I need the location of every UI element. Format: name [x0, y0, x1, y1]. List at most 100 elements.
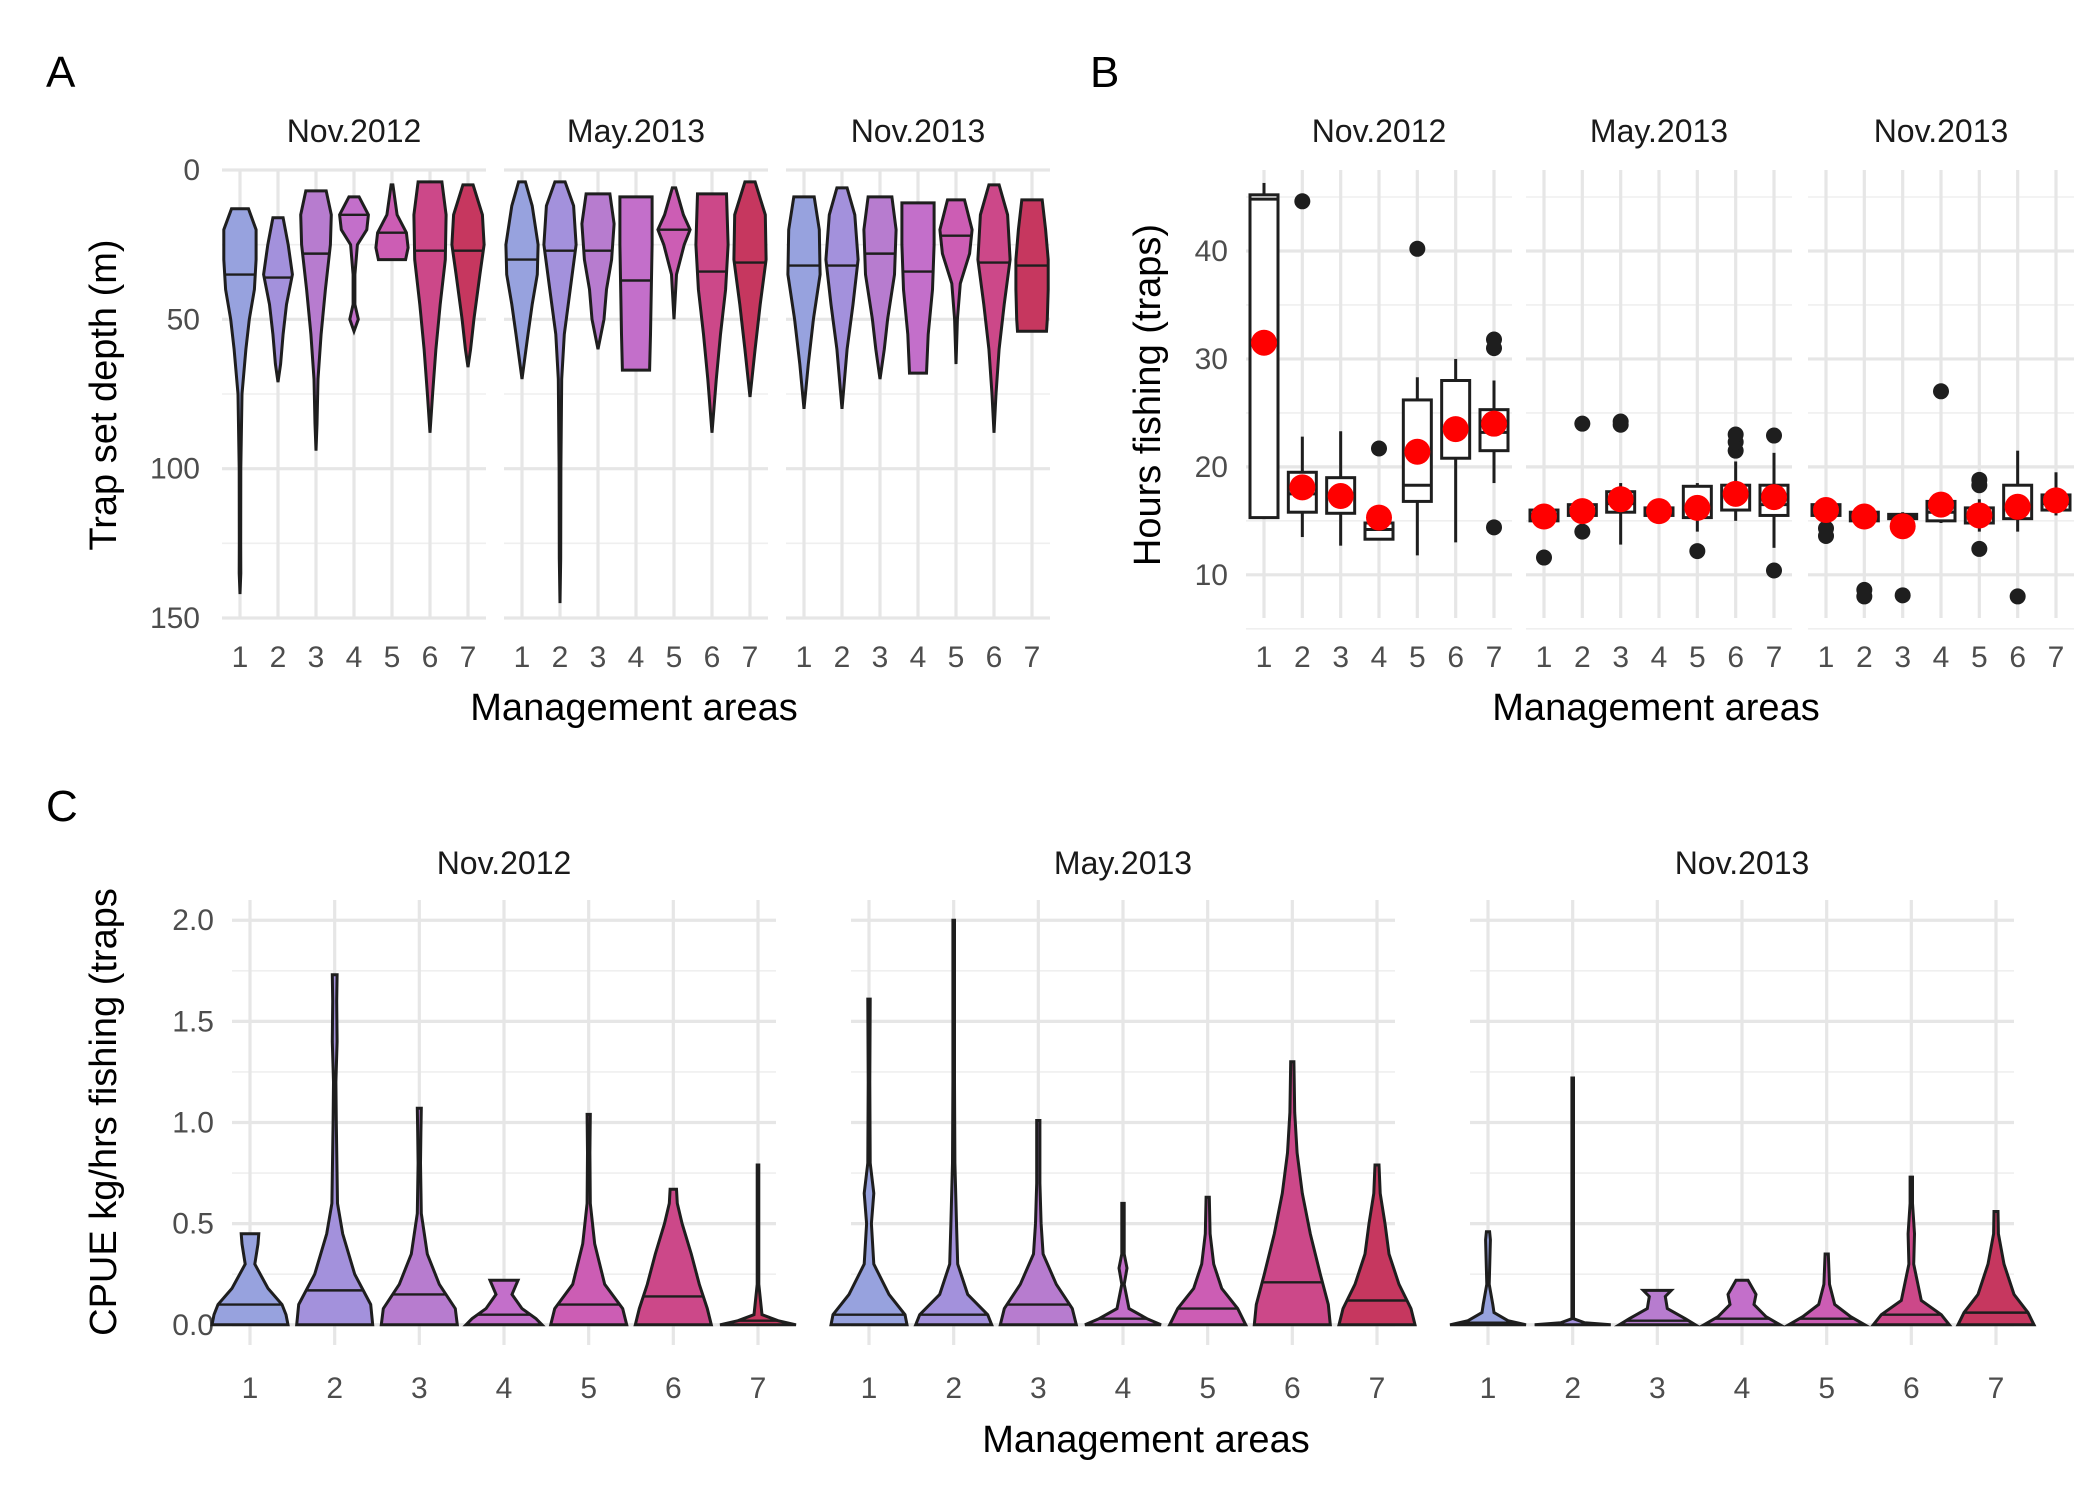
outlier-point	[1689, 543, 1706, 560]
outlier-point	[1371, 440, 1387, 457]
x-tick-label: 4	[1734, 1372, 1751, 1405]
mean-point	[1966, 502, 1993, 529]
y-tick-label: 10	[1195, 559, 1228, 592]
mean-point	[1404, 438, 1431, 465]
y-tick-label: 1.5	[172, 1005, 214, 1038]
violin-area-5	[374, 183, 410, 262]
violin-area-6	[1870, 1175, 1953, 1327]
violin-area-2	[542, 180, 578, 604]
x-tick-label: 4	[346, 641, 363, 674]
x-tick-label: 5	[1409, 641, 1426, 674]
x-tick-label: 4	[1115, 1372, 1132, 1405]
x-tick-label: 5	[1689, 641, 1706, 674]
violin-area-4	[338, 195, 370, 336]
outlier-point	[1971, 540, 1988, 557]
outlier-point	[1574, 523, 1591, 540]
outlier-point	[1766, 562, 1782, 579]
x-tick-label: 1	[242, 1372, 259, 1405]
y-tick-label: 1.0	[172, 1107, 214, 1140]
x-tick-label: 6	[1447, 641, 1464, 674]
panel-a-letter: A	[46, 48, 76, 97]
facet-strip-label: Nov.2012	[437, 845, 572, 881]
y-tick-label: 40	[1195, 235, 1228, 268]
facet-strip-label: Nov.2013	[851, 113, 986, 149]
x-tick-label: 2	[1856, 641, 1873, 674]
x-tick-label: 2	[326, 1372, 343, 1405]
x-tick-label: 4	[910, 641, 927, 674]
mean-point	[1646, 498, 1672, 525]
facet-strip-label: Nov.2013	[1874, 113, 2009, 149]
outlier-point	[1486, 519, 1502, 536]
x-tick-label: 3	[1030, 1372, 1047, 1405]
violin-area-2	[1534, 1076, 1611, 1327]
x-tick-label: 7	[460, 641, 477, 674]
violin-area-5	[548, 1112, 629, 1327]
outlier-point	[1486, 331, 1502, 348]
x-tick-label: 7	[742, 641, 759, 674]
outlier-point	[1409, 240, 1426, 257]
x-tick-label: 1	[514, 641, 531, 674]
y-tick-label: 2.0	[172, 904, 214, 937]
mean-point	[1327, 483, 1354, 510]
violin-area-3	[998, 1119, 1079, 1327]
outlier-point	[1536, 549, 1552, 566]
y-tick-label: 50	[167, 303, 200, 336]
panel-c-letter: C	[46, 782, 78, 831]
panel-b-y-axis-title: Hours fishing (traps)	[1127, 224, 1169, 566]
facet-strip-label: May.2013	[567, 113, 705, 149]
outlier-point	[1818, 520, 1834, 537]
outlier-point	[1971, 471, 1988, 488]
panel-a-x-axis-title: Management areas	[470, 687, 797, 729]
x-tick-label: 6	[1284, 1372, 1301, 1405]
mean-point	[1928, 491, 1954, 518]
panel-c-y-axis-title: CPUE kg/hrs fishing (traps	[83, 888, 125, 1336]
mean-point	[1684, 494, 1711, 521]
y-tick-label: 0.5	[172, 1208, 214, 1241]
violin-area-6	[633, 1187, 714, 1327]
box-body	[1248, 193, 1280, 520]
violin-area-7	[450, 183, 486, 368]
violin-area-4	[618, 195, 654, 372]
x-tick-label: 5	[1971, 641, 1988, 674]
x-tick-label: 6	[422, 641, 439, 674]
x-tick-label: 3	[308, 641, 325, 674]
violin-area-1	[829, 997, 909, 1327]
panel-c-x-axis-title: Management areas	[982, 1419, 1309, 1461]
facet-strip-label: Nov.2013	[1675, 845, 1810, 881]
x-tick-label: 2	[945, 1372, 962, 1405]
mean-point	[1366, 504, 1392, 531]
violin-area-5	[1167, 1195, 1249, 1327]
y-tick-label: 150	[150, 602, 200, 635]
x-tick-label: 5	[666, 641, 683, 674]
violin-area-1	[210, 1232, 290, 1327]
violin-area-6	[694, 192, 730, 433]
violin-area-2	[913, 918, 994, 1327]
violin-area-1	[786, 195, 822, 410]
x-tick-label: 4	[496, 1372, 513, 1405]
panel-a-y-axis-title: Trap set depth (m)	[83, 239, 125, 550]
x-tick-label: 7	[2048, 641, 2065, 674]
x-tick-label: 7	[750, 1372, 767, 1405]
violin-area-4	[1084, 1201, 1162, 1327]
x-tick-label: 3	[411, 1372, 428, 1405]
x-tick-label: 4	[1933, 641, 1950, 674]
x-tick-label: 2	[1564, 1372, 1581, 1405]
outlier-point	[1856, 581, 1873, 598]
x-tick-label: 2	[1574, 641, 1591, 674]
x-tick-label: 1	[1536, 641, 1553, 674]
x-tick-label: 6	[665, 1372, 682, 1405]
violin-area-6	[1252, 1060, 1332, 1327]
mean-point	[1761, 484, 1787, 511]
x-tick-label: 1	[232, 641, 249, 674]
x-tick-label: 6	[1727, 641, 1744, 674]
mean-point	[1481, 410, 1507, 437]
outlier-point	[2009, 588, 2026, 605]
x-tick-label: 3	[590, 641, 607, 674]
